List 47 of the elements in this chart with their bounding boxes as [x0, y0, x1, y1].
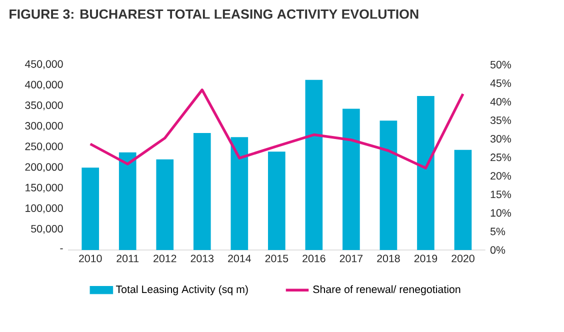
- bar: [193, 133, 211, 250]
- bar: [268, 152, 286, 250]
- x-tick-label: 2017: [340, 254, 363, 262]
- x-tick-label: 2012: [154, 254, 176, 262]
- x-tick-label: 2011: [116, 254, 139, 262]
- y2-tick-label: 15%: [490, 190, 512, 198]
- y2-tick-label: 35%: [490, 116, 512, 124]
- y2-tick-label: 25%: [490, 154, 512, 162]
- x-tick-label: 2018: [377, 254, 400, 262]
- y2-tick-label: 40%: [490, 98, 512, 106]
- x-tick-label: 2014: [228, 254, 251, 262]
- y2-tick-label: 10%: [490, 209, 512, 217]
- x-tick-label: 2016: [302, 254, 326, 262]
- y-tick-label: 50,000: [31, 225, 63, 234]
- bar: [380, 120, 398, 250]
- y2-tick-label: 5%: [490, 228, 506, 236]
- bar: [82, 168, 100, 250]
- x-tick-label: 2019: [414, 254, 438, 262]
- y-tick-label: 200,000: [25, 163, 63, 172]
- x-tick-label: 2015: [265, 254, 288, 262]
- x-tick-label: 2010: [79, 254, 102, 262]
- y-tick-label: 450,000: [24, 60, 63, 70]
- bar: [342, 108, 360, 250]
- y-tick-label: 350,000: [25, 101, 63, 110]
- y-tick-label: 150,000: [26, 184, 63, 193]
- y-tick-label: 250,000: [25, 142, 63, 152]
- y-tick-label: 300,000: [25, 122, 63, 131]
- bar: [305, 80, 323, 250]
- chart-title: FIGURE 3: BUCHAREST TOTAL LEASING ACTIVITY EVOLUTION: [10, 9, 418, 19]
- y-tick-label: 100,000: [26, 204, 63, 214]
- y2-tick-label: 50%: [490, 60, 512, 68]
- y2-tick-label: 0%: [490, 246, 506, 254]
- y2-tick-label: 20%: [490, 172, 512, 180]
- line-series: [89, 88, 464, 170]
- bar: [230, 137, 248, 250]
- x-tick-label: 2013: [190, 254, 214, 262]
- bar: [454, 150, 472, 250]
- y-tick-label: -: [60, 248, 63, 250]
- bar: [156, 159, 174, 250]
- legend-label: Share of renewal/ renegotiation: [313, 285, 460, 296]
- bar: [417, 96, 434, 250]
- y2-tick-label: 30%: [490, 135, 512, 143]
- y2-tick-label: 45%: [490, 79, 512, 87]
- y-tick-label: 400,000: [24, 80, 63, 90]
- legend-label: Total Leasing Activity (sq m): [116, 285, 248, 296]
- x-tick-label: 2020: [452, 254, 474, 262]
- bar: [118, 152, 136, 250]
